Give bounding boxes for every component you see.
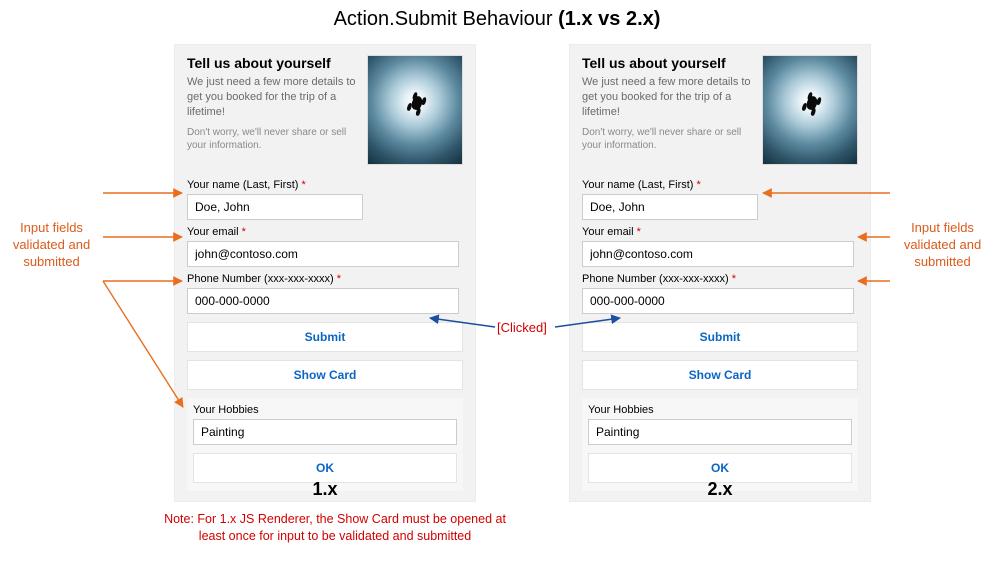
required-asterisk: * [337,273,341,285]
required-asterisk: * [637,226,641,238]
name-label: Your name (Last, First) * [187,179,463,191]
hobby-section: Your Hobbies OK [187,398,463,491]
email-label: Your email * [582,226,858,238]
card-privacy-note: Don't worry, we'll never share or sell y… [187,126,367,152]
version-label-2x: 2.x [570,479,870,500]
clicked-label: [Clicked] [497,320,547,335]
phone-label: Phone Number (xxx-xxx-xxxx) * [582,273,858,285]
card-subheading: We just need a few more details to get y… [187,75,367,120]
card-subheading: We just need a few more details to get y… [582,75,762,120]
title-prefix: Action.Submit Behaviour [334,8,559,30]
page-title: Action.Submit Behaviour (1.x vs 2.x) [0,8,994,31]
hobbies-input[interactable] [588,419,852,445]
name-input[interactable] [187,194,363,220]
card-2x: Tell us about yourself We just need a fe… [570,45,870,501]
left-side-caption: Input fields validated and submitted [4,220,99,271]
show-card-button[interactable]: Show Card [582,360,858,390]
card-heading: Tell us about yourself [187,55,367,71]
card-heading: Tell us about yourself [582,55,762,71]
name-input[interactable] [582,194,758,220]
name-label: Your name (Last, First) * [582,179,858,191]
submit-button[interactable]: Submit [582,322,858,352]
phone-input[interactable] [582,288,854,314]
required-asterisk: * [697,179,701,191]
required-asterisk: * [242,226,246,238]
hobby-section: Your Hobbies OK [582,398,858,491]
footnote: Note: For 1.x JS Renderer, the Show Card… [150,511,520,545]
hobbies-input[interactable] [193,419,457,445]
email-input[interactable] [187,241,459,267]
card-header: Tell us about yourself We just need a fe… [187,55,463,173]
card-1x: Tell us about yourself We just need a fe… [175,45,475,501]
phone-label: Phone Number (xxx-xxx-xxxx) * [187,273,463,285]
diver-image [762,55,858,165]
email-input[interactable] [582,241,854,267]
version-label-1x: 1.x [175,479,475,500]
card-header: Tell us about yourself We just need a fe… [582,55,858,173]
card-privacy-note: Don't worry, we'll never share or sell y… [582,126,762,152]
right-side-caption: Input fields validated and submitted [895,220,990,271]
hobbies-label: Your Hobbies [588,404,852,416]
email-label: Your email * [187,226,463,238]
required-asterisk: * [732,273,736,285]
show-card-button[interactable]: Show Card [187,360,463,390]
diver-image [367,55,463,165]
submit-button[interactable]: Submit [187,322,463,352]
hobbies-label: Your Hobbies [193,404,457,416]
phone-input[interactable] [187,288,459,314]
title-bold: (1.x vs 2.x) [558,8,660,30]
required-asterisk: * [302,179,306,191]
